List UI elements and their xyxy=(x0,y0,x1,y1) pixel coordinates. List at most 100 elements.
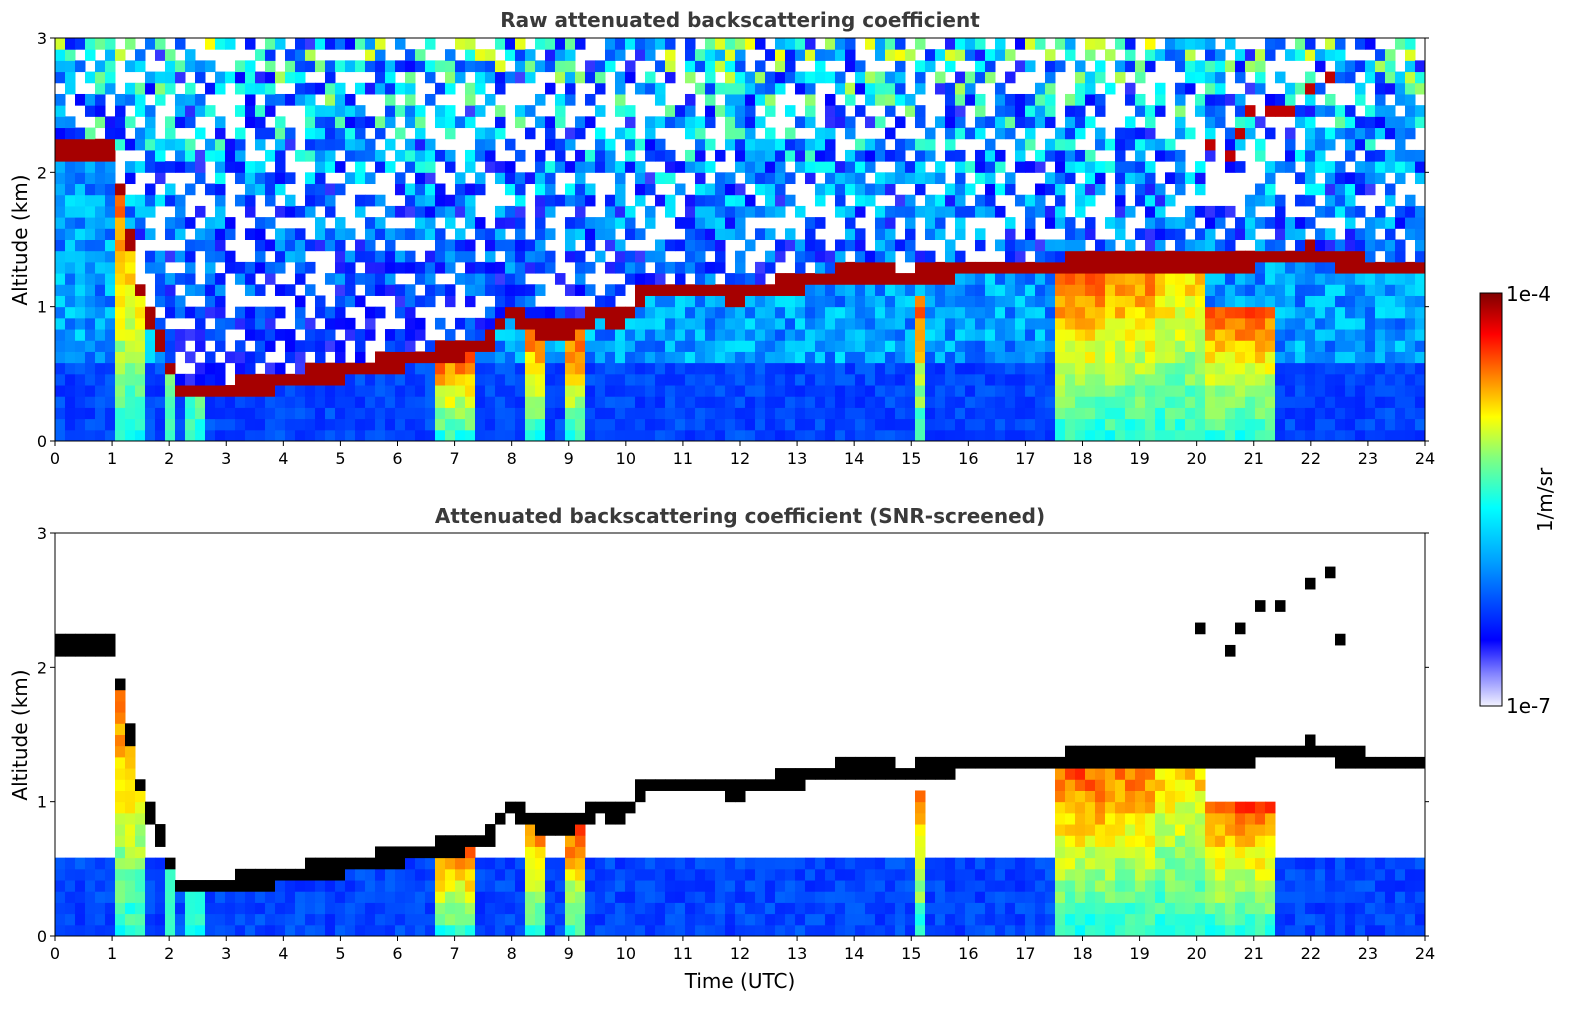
heatmap-cell-raw xyxy=(135,228,146,240)
heatmap-cell-raw xyxy=(935,172,946,185)
heatmap-cell-raw xyxy=(715,105,726,117)
heatmap-cell-raw xyxy=(765,295,776,308)
heatmap-cell-raw xyxy=(1045,172,1056,185)
heatmap-cell-raw xyxy=(495,273,506,285)
heatmap-cell-raw xyxy=(825,329,836,341)
heatmap-cell-raw xyxy=(695,127,706,140)
heatmap-cell-raw xyxy=(205,329,216,341)
heatmap-cell-screened xyxy=(875,756,886,769)
heatmap-cell-raw xyxy=(1365,149,1376,162)
heatmap-cell-raw xyxy=(505,71,516,84)
heatmap-cell-raw xyxy=(465,351,476,364)
heatmap-cell-raw xyxy=(95,71,106,84)
heatmap-cell-raw xyxy=(485,317,496,330)
heatmap-cell-raw xyxy=(215,239,226,252)
heatmap-cell-screened xyxy=(1175,824,1186,836)
heatmap-cell-raw xyxy=(515,284,526,296)
heatmap-cell-raw xyxy=(145,194,156,207)
heatmap-cell-raw xyxy=(855,261,866,274)
heatmap-cell-raw xyxy=(305,284,316,296)
heatmap-cell-raw xyxy=(1005,284,1016,296)
heatmap-cell-raw xyxy=(465,385,476,397)
heatmap-cell-raw xyxy=(1125,82,1136,95)
heatmap-cell-raw xyxy=(55,60,66,73)
heatmap-cell-raw xyxy=(1055,407,1066,420)
heatmap-cell-screened xyxy=(875,880,886,892)
heatmap-cell-raw xyxy=(415,205,426,218)
heatmap-cell-raw xyxy=(565,340,576,352)
heatmap-cell-raw xyxy=(155,295,166,308)
heatmap-cell-screened xyxy=(1045,857,1056,870)
heatmap-cell-raw xyxy=(775,172,786,185)
heatmap-cell-raw xyxy=(795,38,806,50)
heatmap-cell-raw xyxy=(1045,418,1056,431)
heatmap-cell-raw xyxy=(715,306,726,319)
heatmap-cell-raw xyxy=(395,183,406,196)
heatmap-cell-screened xyxy=(295,868,306,881)
heatmap-cell-raw xyxy=(1385,273,1396,285)
heatmap-cell-raw xyxy=(645,183,656,196)
heatmap-cell-raw xyxy=(875,71,886,84)
heatmap-cell-raw xyxy=(505,351,516,364)
heatmap-cell-raw xyxy=(675,418,686,431)
heatmap-cell-raw xyxy=(1255,396,1266,408)
heatmap-cell-screened xyxy=(1005,857,1016,870)
heatmap-cell-screened xyxy=(1175,868,1186,881)
heatmap-cell-screened xyxy=(155,880,166,892)
heatmap-cell-raw xyxy=(155,250,166,263)
heatmap-cell-raw xyxy=(1345,295,1356,308)
heatmap-cell-raw xyxy=(175,105,186,117)
heatmap-cell-raw xyxy=(1365,351,1376,364)
heatmap-cell-raw xyxy=(425,418,436,431)
heatmap-cell-screened xyxy=(665,868,676,881)
heatmap-cell-raw xyxy=(1265,362,1276,375)
heatmap-cell-raw xyxy=(245,116,256,129)
heatmap-cell-raw xyxy=(1045,407,1056,420)
heatmap-cell-raw xyxy=(785,340,796,352)
heatmap-cell-raw xyxy=(635,228,646,240)
heatmap-cell-raw xyxy=(1085,82,1096,95)
heatmap-cell-raw xyxy=(835,429,846,442)
heatmap-cell-raw xyxy=(685,205,696,218)
heatmap-cell-screened xyxy=(455,846,466,859)
heatmap-cell-raw xyxy=(1325,172,1336,185)
heatmap-cell-raw xyxy=(105,239,116,252)
heatmap-cell-screened xyxy=(255,868,266,881)
heatmap-cell-raw xyxy=(1255,194,1266,207)
heatmap-cell-raw xyxy=(195,306,206,319)
heatmap-cell-raw xyxy=(1145,105,1156,117)
heatmap-cell-raw xyxy=(485,93,496,106)
heatmap-cell-screened xyxy=(1045,902,1056,915)
heatmap-cell-raw xyxy=(985,71,996,84)
heatmap-cell-raw xyxy=(1105,362,1116,375)
heatmap-cell-raw xyxy=(725,138,736,151)
heatmap-cell-raw xyxy=(1165,407,1176,420)
heatmap-cell-raw xyxy=(65,194,76,207)
heatmap-cell-raw xyxy=(475,127,486,140)
heatmap-cell-screened xyxy=(1155,835,1166,847)
heatmap-cell-screened xyxy=(935,891,946,903)
heatmap-cell-raw xyxy=(735,161,746,173)
heatmap-cell-raw xyxy=(1285,284,1296,296)
heatmap-cell-screened xyxy=(635,880,646,892)
heatmap-cell-raw xyxy=(1075,362,1086,375)
heatmap-cell-raw xyxy=(1355,60,1366,73)
heatmap-cell-raw xyxy=(715,351,726,364)
heatmap-cell-raw xyxy=(1065,284,1076,296)
heatmap-cell-screened xyxy=(965,880,976,892)
heatmap-cell-raw xyxy=(415,351,426,364)
heatmap-cell-raw xyxy=(425,250,436,263)
heatmap-cell-raw xyxy=(685,60,696,73)
heatmap-cell-raw xyxy=(105,60,116,73)
heatmap-cell-raw xyxy=(105,194,116,207)
heatmap-cell-raw xyxy=(665,306,676,319)
heatmap-cell-raw xyxy=(275,127,286,140)
heatmap-cell-raw xyxy=(445,373,456,386)
heatmap-cell-raw xyxy=(795,396,806,408)
heatmap-cell-screened xyxy=(485,891,496,903)
heatmap-cell-raw xyxy=(245,161,256,173)
heatmap-cell-screened xyxy=(1025,902,1036,915)
heatmap-cell-screened xyxy=(145,812,156,825)
heatmap-cell-screened xyxy=(885,857,896,870)
heatmap-cell-raw xyxy=(365,250,376,263)
